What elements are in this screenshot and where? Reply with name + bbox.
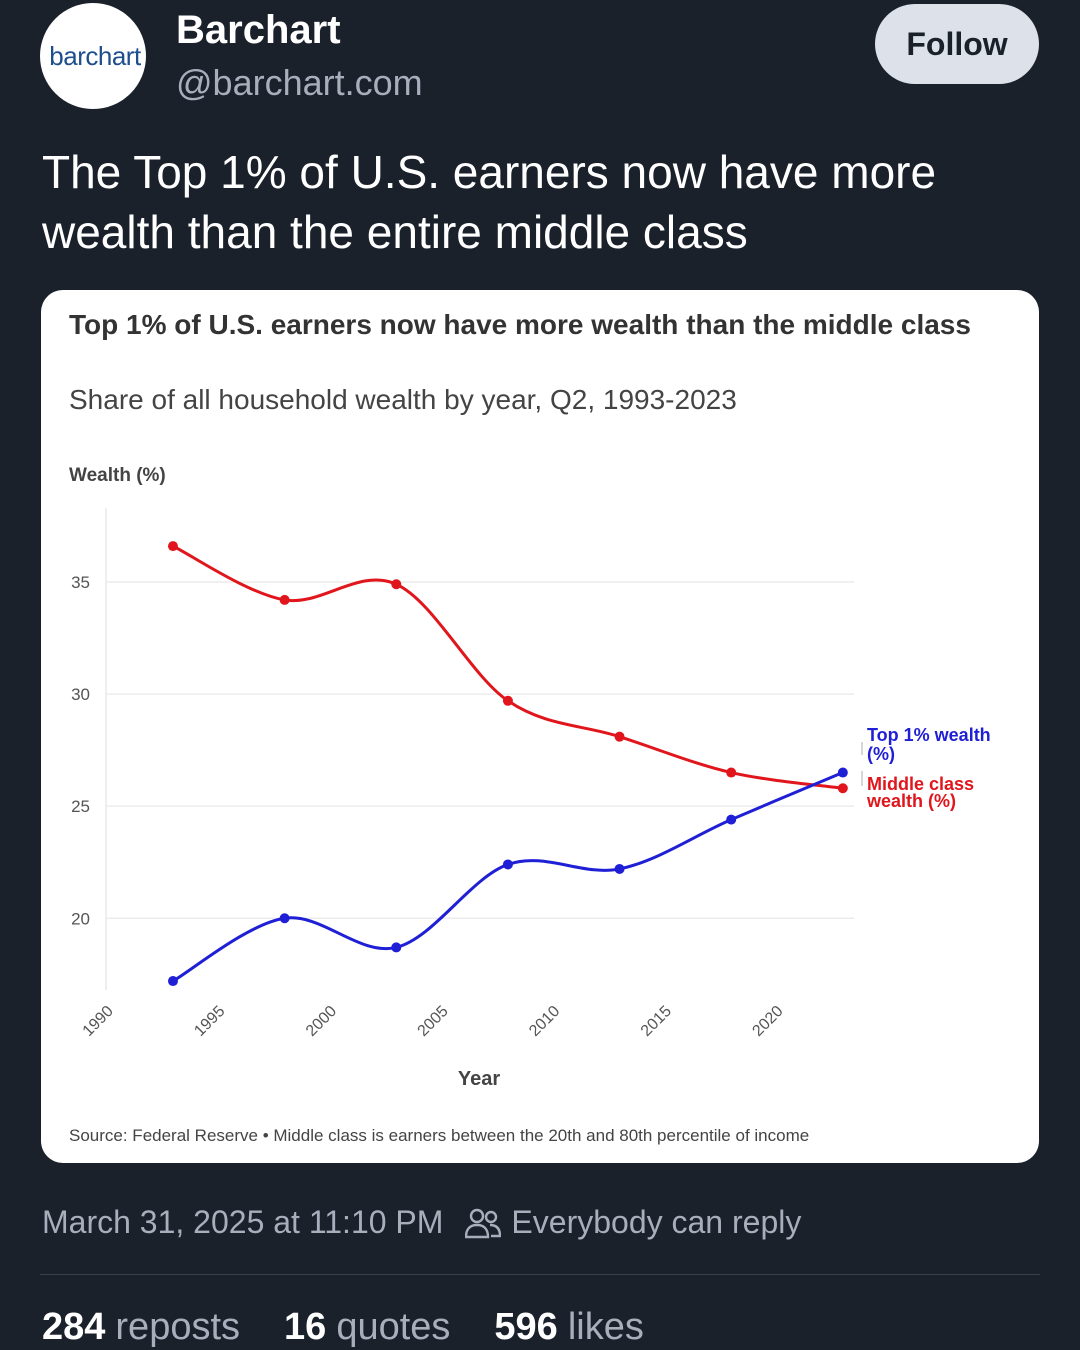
y-axis-label: Wealth (%) [69,465,166,486]
likes-stat[interactable]: 596 likes [494,1306,643,1349]
post-meta: March 31, 2025 at 11:10 PM Everybody can… [42,1204,801,1241]
top-1-percent-label: Top 1% wealth [867,725,991,745]
top-1-percent-point [614,863,625,874]
people-icon [465,1207,502,1239]
barchart-logo: barchart [49,40,141,71]
reposts-stat[interactable]: 284 reposts [42,1306,240,1349]
handle[interactable]: @barchart.com [176,62,423,103]
middle-class-point [614,731,625,742]
middle-class-point [502,695,513,706]
middle-class-point [167,541,178,552]
chart-source: Source: Federal Reserve • Middle class i… [69,1126,810,1145]
x-tick-label: 2000 [303,1003,340,1040]
middle-class-label: wealth (%) [866,791,956,811]
reply-setting: Everybody can reply [511,1204,802,1240]
reposts-label: reposts [115,1306,241,1348]
x-tick-label: 1990 [80,1003,117,1040]
x-tick-label: 2010 [526,1003,563,1040]
x-tick-label: 1995 [191,1003,228,1040]
top-1-percent-point [837,767,848,778]
chart-title: Top 1% of U.S. earners now have more wea… [69,309,971,340]
post-text: The Top 1% of U.S. earners now have more… [42,146,937,258]
display-name[interactable]: Barchart [176,8,341,52]
quotes-stat[interactable]: 16 quotes [284,1306,450,1349]
likes-count: 596 [494,1306,558,1348]
y-tick-label: 25 [71,797,90,816]
quotes-label: quotes [336,1306,451,1348]
quotes-count: 16 [284,1306,327,1348]
top-1-percent-label: (%) [867,744,895,764]
middle-class-point [726,767,737,778]
y-tick-label: 30 [71,685,90,704]
reposts-count: 284 [42,1306,106,1348]
middle-class-label: Middle class [867,774,974,794]
middle-class-point [279,594,290,605]
middle-class-point [391,579,402,590]
line-chart: Wealth (%) 20 25 30 35 1990 1995 2000 2005 2010 20… [69,465,991,1090]
divider [40,1274,1040,1275]
chart-subtitle: Share of all household wealth by year, Q… [69,384,737,415]
likes-label: likes [567,1306,644,1348]
engagement-stats: 284 reposts 16 quotes 596 likes [42,1306,688,1349]
avatar[interactable]: barchart [40,3,146,109]
y-tick-label: 20 [71,909,90,928]
top-1-percent-point [502,859,513,870]
chart-card[interactable]: Top 1% of U.S. earners now have more wea… [41,290,1039,1163]
follow-button[interactable]: Follow [875,4,1039,84]
x-tick-label: 2015 [638,1003,675,1040]
x-axis-label: Year [458,1068,500,1090]
timestamp[interactable]: March 31, 2025 at 11:10 PM [42,1204,444,1240]
middle-class-point [837,783,848,794]
y-tick-label: 35 [71,573,90,592]
top-1-percent-point [167,976,178,987]
top-1-percent-line [172,771,844,983]
x-tick-label: 2020 [749,1003,786,1040]
top-1-percent-point [726,814,737,825]
x-tick-label: 2005 [415,1003,452,1040]
top-1-percent-point [279,913,290,924]
top-1-percent-point [391,942,402,953]
